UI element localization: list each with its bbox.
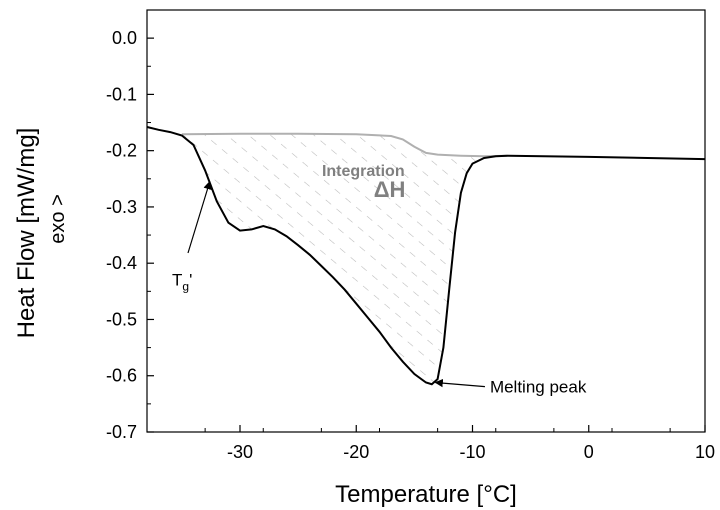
y-tick-label: -0.2 bbox=[106, 141, 137, 161]
annotations: Integration ΔH Tg' Melting peak bbox=[172, 163, 587, 397]
y-tick-label: -0.4 bbox=[106, 253, 137, 273]
y-axis-subtitle: exo > bbox=[47, 194, 69, 243]
arrow-tg bbox=[187, 180, 212, 254]
y-tick-label: -0.1 bbox=[106, 84, 137, 104]
plot-area bbox=[146, 126, 706, 386]
annotation-melting-peak: Melting peak bbox=[490, 378, 587, 397]
annotation-delta-h: ΔH bbox=[374, 177, 406, 202]
x-tick-label: 0 bbox=[584, 442, 594, 462]
x-tick-label: -10 bbox=[459, 442, 485, 462]
x-axis-title: Temperature [°C] bbox=[335, 481, 517, 508]
integration-area bbox=[181, 133, 508, 385]
y-tick-label: -0.7 bbox=[106, 422, 137, 442]
plot-frame bbox=[146, 9, 706, 433]
annotation-integration: Integration bbox=[322, 163, 405, 180]
y-axis: 0.0 -0.1 -0.2 -0.3 -0.4 -0.5 -0.6 -0.7 bbox=[106, 28, 154, 442]
y-tick-label: -0.5 bbox=[106, 309, 137, 329]
x-tick-label: -20 bbox=[343, 442, 369, 462]
series-heat-flow-line bbox=[146, 126, 706, 386]
x-axis: -30 -20 -10 0 10 bbox=[204, 425, 715, 462]
series-baseline-line bbox=[181, 132, 508, 158]
y-tick-label: 0.0 bbox=[112, 28, 137, 48]
x-tick-label: 10 bbox=[695, 442, 715, 462]
x-tick-label: -30 bbox=[227, 442, 253, 462]
y-tick-label: -0.3 bbox=[106, 197, 137, 217]
y-axis-title: Heat Flow [mW/mg] bbox=[13, 128, 40, 339]
arrow-melting-peak bbox=[434, 378, 485, 388]
annotation-tg: Tg' bbox=[172, 271, 192, 294]
y-tick-label: -0.6 bbox=[106, 366, 137, 386]
